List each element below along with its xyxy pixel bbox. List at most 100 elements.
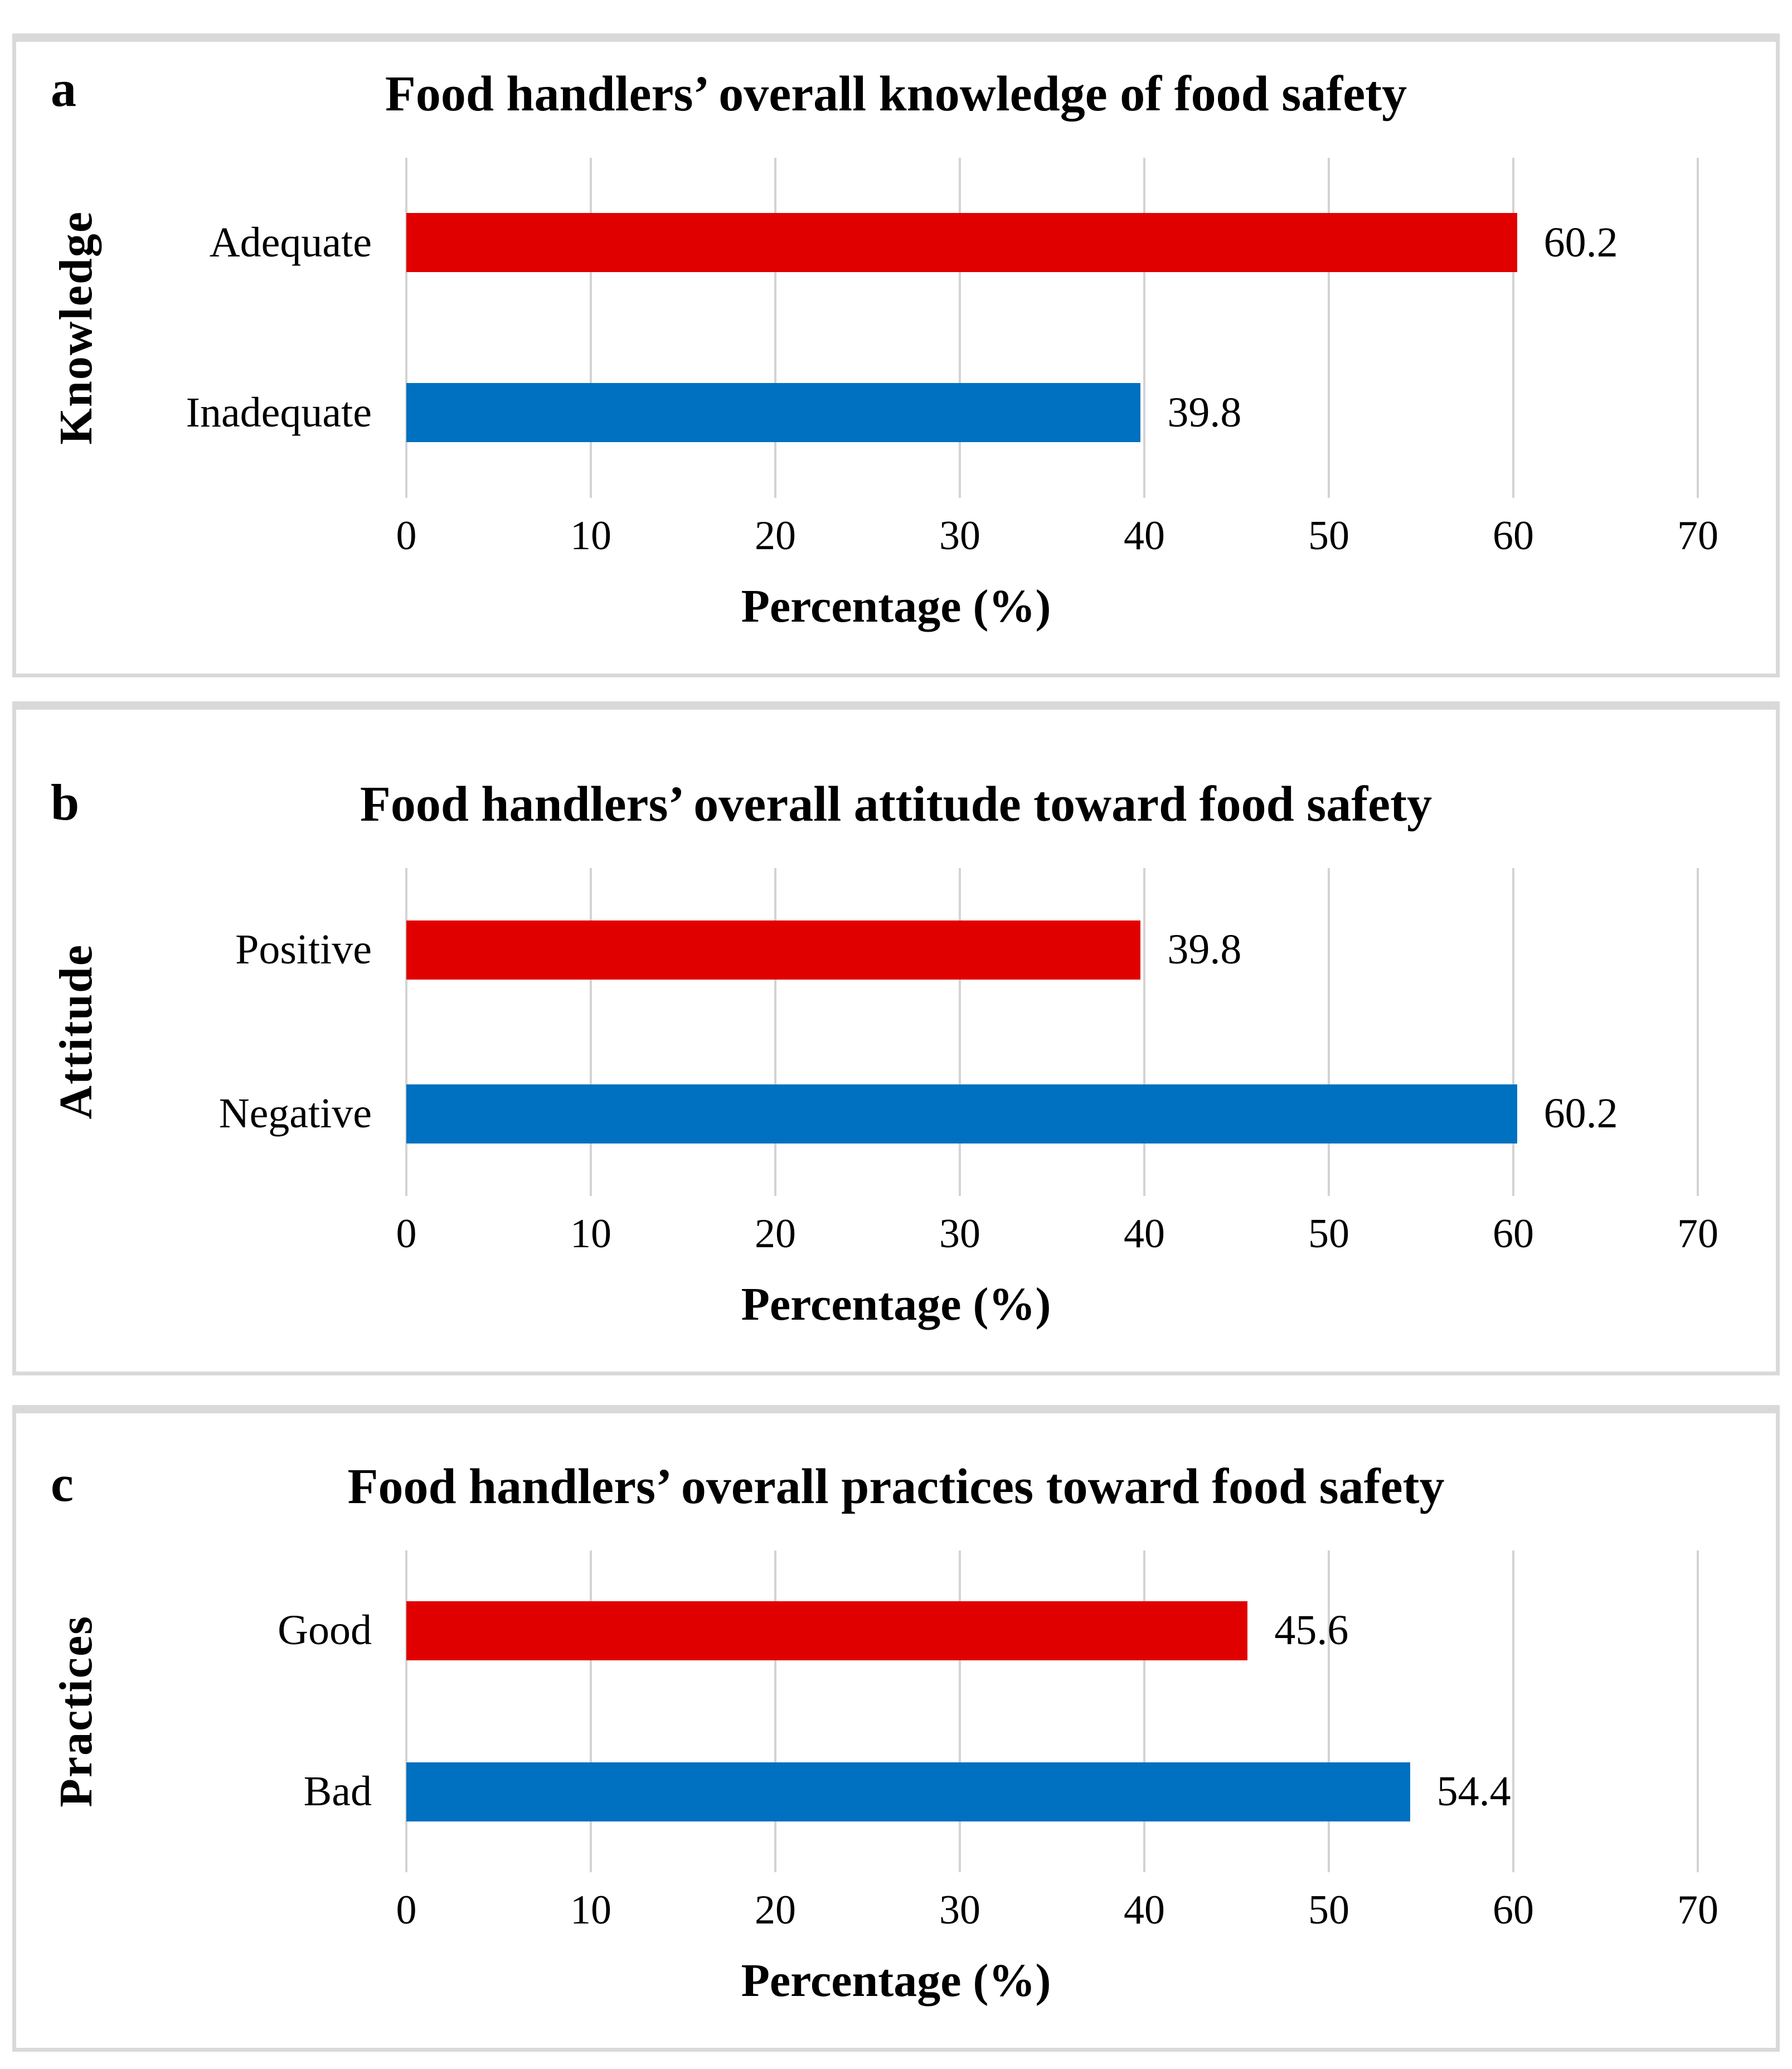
gridline: [1697, 868, 1699, 1196]
x-tick-label: 60: [1493, 513, 1534, 559]
panel-b: b Food handlers’ overall attitude toward…: [12, 701, 1780, 1375]
x-tick-label: 0: [396, 1887, 417, 1933]
chart-area: Attitude Positive Negative 39.8 60.2: [16, 868, 1776, 1196]
x-tick-label: 30: [939, 1887, 980, 1933]
bar-value-label: 39.8: [1167, 926, 1242, 973]
chart-area: Practices Good Bad 45.6 54.4: [16, 1550, 1776, 1873]
plot-area: 60.2 39.8: [405, 157, 1699, 498]
category-label: Good: [278, 1607, 372, 1654]
x-tick-label: 30: [939, 1211, 980, 1257]
gridline: [774, 157, 776, 498]
bar: [406, 920, 1141, 980]
x-tick-label: 10: [570, 1887, 611, 1933]
gridline: [405, 1550, 407, 1872]
gridline: [1512, 1550, 1514, 1872]
panel-letter: a: [51, 60, 76, 117]
gridline: [1328, 1550, 1330, 1872]
gridline: [590, 157, 592, 498]
x-tick-label: 60: [1493, 1211, 1534, 1257]
x-tick-label: 20: [755, 513, 796, 559]
gridline: [774, 1550, 776, 1872]
bar-value-label: 54.4: [1436, 1768, 1511, 1815]
y-axis-title: Knowledge: [50, 211, 102, 445]
plot-area: 39.8 60.2: [405, 868, 1699, 1196]
category-labels: Positive Negative: [136, 868, 406, 1196]
bar-row: 45.6: [406, 1550, 1698, 1712]
chart-title: Food handlers’ overall practices toward …: [347, 1459, 1445, 1514]
panel-c: c Food handlers’ overall practices towar…: [12, 1405, 1780, 2052]
gridline: [1143, 157, 1145, 498]
x-axis-tick-labels: 0 10 20 30 40 50 60 70: [396, 509, 1719, 563]
category-label: Positive: [235, 926, 372, 973]
category-label: Adequate: [209, 219, 372, 266]
gridline: [590, 868, 592, 1196]
gridline: [1143, 1550, 1145, 1872]
plot-area: 45.6 54.4: [405, 1550, 1699, 1872]
bar-value-label: 60.2: [1543, 1090, 1618, 1137]
gridline: [405, 157, 407, 498]
x-tick-label: 40: [1124, 513, 1165, 559]
bar-row: 60.2: [406, 158, 1698, 328]
category-labels: Good Bad: [136, 1550, 406, 1873]
x-tick-label: 20: [755, 1887, 796, 1933]
bar: [406, 1762, 1410, 1821]
x-tick-label: 70: [1677, 1887, 1718, 1933]
category-label: Inadequate: [186, 389, 372, 436]
bar: [406, 1601, 1248, 1660]
gridline: [405, 868, 407, 1196]
y-axis-title-column: Practices: [16, 1550, 136, 1873]
gridline: [959, 868, 961, 1196]
x-axis-title: Percentage (%): [741, 580, 1051, 632]
x-tick-label: 0: [396, 1211, 417, 1257]
category-label: Bad: [303, 1768, 372, 1815]
panel-letter: c: [51, 1455, 74, 1512]
panel-a: a Food handlers’ overall knowledge of fo…: [12, 33, 1780, 677]
gridline: [1328, 157, 1330, 498]
y-axis-title-column: Attitude: [16, 868, 136, 1196]
x-tick-label: 30: [939, 513, 980, 559]
y-axis-title-column: Knowledge: [16, 158, 136, 498]
gridline: [774, 868, 776, 1196]
x-tick-label: 10: [570, 513, 611, 559]
bar: [406, 1084, 1517, 1143]
bar-value-label: 45.6: [1274, 1607, 1349, 1654]
x-axis-tick-labels: 0 10 20 30 40 50 60 70: [396, 1207, 1719, 1261]
x-tick-label: 20: [755, 1211, 796, 1257]
x-axis-title: Percentage (%): [741, 1278, 1051, 1330]
gridline: [1512, 868, 1514, 1196]
bar-row: 54.4: [406, 1711, 1698, 1872]
x-tick-label: 40: [1124, 1211, 1165, 1257]
gridline: [1512, 157, 1514, 498]
category-labels: Adequate Inadequate: [136, 158, 406, 498]
category-label: Negative: [218, 1090, 372, 1137]
bar-row: 39.8: [406, 328, 1698, 498]
chart-title: Food handlers’ overall attitude toward f…: [360, 777, 1432, 832]
bar-value-label: 39.8: [1167, 389, 1242, 436]
gridline: [1328, 868, 1330, 1196]
x-tick-label: 70: [1677, 1211, 1718, 1257]
gridline: [959, 157, 961, 498]
y-axis-title: Attitude: [50, 944, 102, 1120]
chart-title: Food handlers’ overall knowledge of food…: [385, 66, 1407, 122]
gridline: [959, 1550, 961, 1872]
x-tick-label: 0: [396, 513, 417, 559]
bar-value-label: 60.2: [1543, 219, 1618, 266]
x-tick-label: 10: [570, 1211, 611, 1257]
bar-row: 60.2: [406, 1032, 1698, 1196]
x-tick-label: 50: [1308, 1887, 1349, 1933]
x-tick-label: 50: [1308, 513, 1349, 559]
x-tick-label: 60: [1493, 1887, 1534, 1933]
x-tick-label: 40: [1124, 1887, 1165, 1933]
panel-letter: b: [51, 774, 80, 831]
gridline: [1697, 1550, 1699, 1872]
x-axis-tick-labels: 0 10 20 30 40 50 60 70: [396, 1883, 1719, 1937]
x-tick-label: 50: [1308, 1211, 1349, 1257]
y-axis-title: Practices: [50, 1615, 102, 1808]
gridline: [590, 1550, 592, 1872]
gridline: [1697, 157, 1699, 498]
bar: [406, 213, 1517, 273]
x-axis-title: Percentage (%): [741, 1955, 1051, 2007]
x-tick-label: 70: [1677, 513, 1718, 559]
gridline: [1143, 868, 1145, 1196]
